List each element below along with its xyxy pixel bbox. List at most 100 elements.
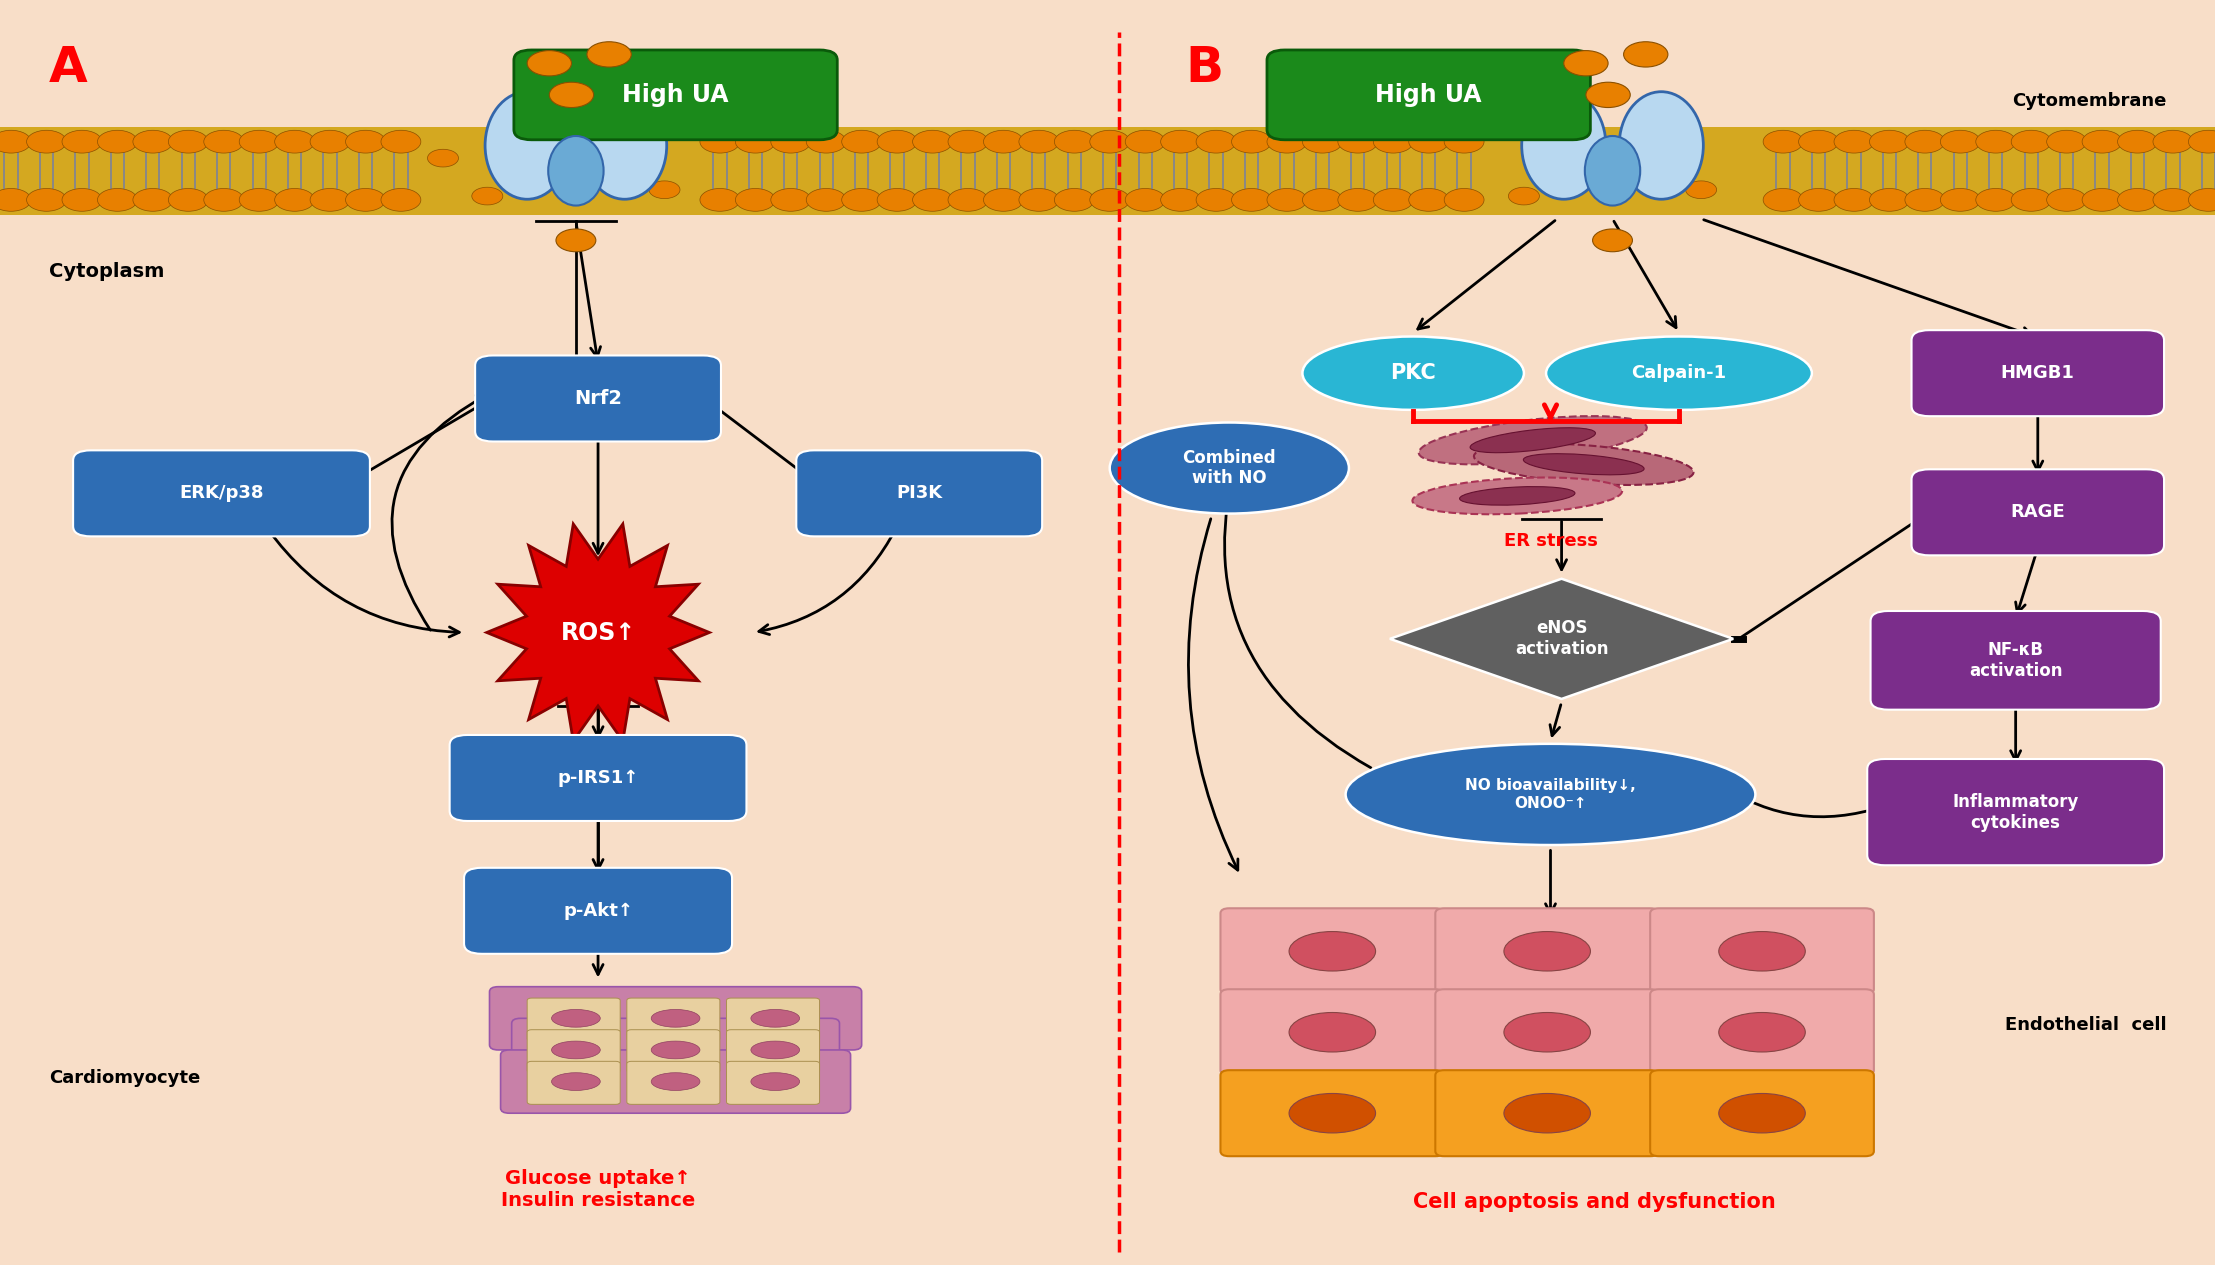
Text: Inflammatory
cytokines: Inflammatory cytokines	[1951, 793, 2080, 831]
Ellipse shape	[651, 1009, 700, 1027]
Circle shape	[381, 188, 421, 211]
Ellipse shape	[1546, 336, 1812, 410]
Circle shape	[1834, 188, 1874, 211]
Text: Calpain-1: Calpain-1	[1632, 364, 1725, 382]
FancyBboxPatch shape	[514, 49, 837, 139]
Ellipse shape	[1473, 444, 1694, 484]
FancyBboxPatch shape	[465, 868, 731, 954]
Circle shape	[97, 188, 137, 211]
Circle shape	[1624, 42, 1668, 67]
Circle shape	[1976, 130, 2016, 153]
Circle shape	[1763, 130, 1803, 153]
Circle shape	[2118, 188, 2157, 211]
Ellipse shape	[552, 1009, 600, 1027]
Circle shape	[948, 188, 988, 211]
Circle shape	[1564, 51, 1608, 76]
FancyBboxPatch shape	[1912, 330, 2164, 416]
FancyBboxPatch shape	[1869, 611, 2160, 710]
Circle shape	[239, 188, 279, 211]
Text: PI3K: PI3K	[897, 484, 941, 502]
Ellipse shape	[1584, 137, 1639, 205]
Circle shape	[1019, 130, 1059, 153]
Circle shape	[2082, 188, 2122, 211]
Circle shape	[133, 188, 173, 211]
Circle shape	[948, 130, 988, 153]
Text: B: B	[1185, 44, 1223, 92]
Text: p-Akt↑: p-Akt↑	[563, 902, 633, 920]
Circle shape	[1054, 130, 1094, 153]
FancyBboxPatch shape	[527, 1061, 620, 1104]
Circle shape	[1090, 130, 1130, 153]
Text: ER stress: ER stress	[1504, 533, 1597, 550]
FancyBboxPatch shape	[1650, 989, 1874, 1075]
Ellipse shape	[1289, 1093, 1376, 1133]
Ellipse shape	[1471, 428, 1595, 453]
Ellipse shape	[1460, 487, 1575, 505]
Circle shape	[913, 188, 952, 211]
Circle shape	[2153, 188, 2193, 211]
Circle shape	[97, 130, 137, 153]
Circle shape	[2153, 130, 2193, 153]
Circle shape	[2011, 130, 2051, 153]
Circle shape	[1444, 188, 1484, 211]
Circle shape	[806, 130, 846, 153]
Circle shape	[62, 188, 102, 211]
Ellipse shape	[1110, 423, 1349, 514]
Text: Cardiomyocyte: Cardiomyocyte	[49, 1069, 199, 1087]
Text: NF-κB
activation: NF-κB activation	[1969, 641, 2062, 679]
FancyBboxPatch shape	[1220, 908, 1444, 994]
Circle shape	[204, 130, 244, 153]
Circle shape	[27, 188, 66, 211]
FancyBboxPatch shape	[1220, 989, 1444, 1075]
Text: High UA: High UA	[1376, 83, 1482, 106]
Circle shape	[275, 130, 315, 153]
Circle shape	[842, 130, 882, 153]
FancyBboxPatch shape	[476, 355, 722, 441]
Circle shape	[1976, 188, 2016, 211]
Ellipse shape	[1524, 454, 1644, 474]
Circle shape	[1267, 130, 1307, 153]
Circle shape	[700, 188, 740, 211]
Ellipse shape	[1504, 1093, 1590, 1133]
Circle shape	[1373, 130, 1413, 153]
Circle shape	[168, 188, 208, 211]
Circle shape	[1409, 130, 1449, 153]
Ellipse shape	[1345, 744, 1754, 845]
Circle shape	[587, 42, 631, 67]
FancyBboxPatch shape	[727, 998, 820, 1041]
Circle shape	[1054, 188, 1094, 211]
FancyBboxPatch shape	[490, 987, 862, 1050]
Circle shape	[1444, 130, 1484, 153]
Circle shape	[1125, 130, 1165, 153]
Circle shape	[877, 130, 917, 153]
Circle shape	[549, 82, 594, 108]
Circle shape	[1125, 188, 1165, 211]
Circle shape	[133, 130, 173, 153]
Circle shape	[527, 51, 571, 76]
Circle shape	[1869, 188, 1909, 211]
Circle shape	[1161, 130, 1201, 153]
Circle shape	[1373, 188, 1413, 211]
Circle shape	[310, 188, 350, 211]
Circle shape	[1586, 82, 1630, 108]
Text: A: A	[49, 44, 86, 92]
FancyBboxPatch shape	[1435, 1070, 1659, 1156]
FancyBboxPatch shape	[501, 1050, 851, 1113]
Circle shape	[1196, 130, 1236, 153]
Circle shape	[2047, 188, 2087, 211]
Circle shape	[1686, 181, 1717, 199]
Ellipse shape	[1504, 1012, 1590, 1052]
Ellipse shape	[485, 91, 569, 199]
Circle shape	[1196, 188, 1236, 211]
Ellipse shape	[552, 1073, 600, 1090]
Circle shape	[0, 130, 31, 153]
FancyBboxPatch shape	[1220, 1070, 1444, 1156]
Text: ROS↑: ROS↑	[560, 621, 636, 644]
Circle shape	[1019, 188, 1059, 211]
Ellipse shape	[1719, 1093, 1805, 1133]
Text: eNOS
activation: eNOS activation	[1515, 620, 1608, 658]
Circle shape	[204, 188, 244, 211]
Text: Nrf2: Nrf2	[574, 388, 622, 409]
Circle shape	[2118, 130, 2157, 153]
Circle shape	[239, 130, 279, 153]
